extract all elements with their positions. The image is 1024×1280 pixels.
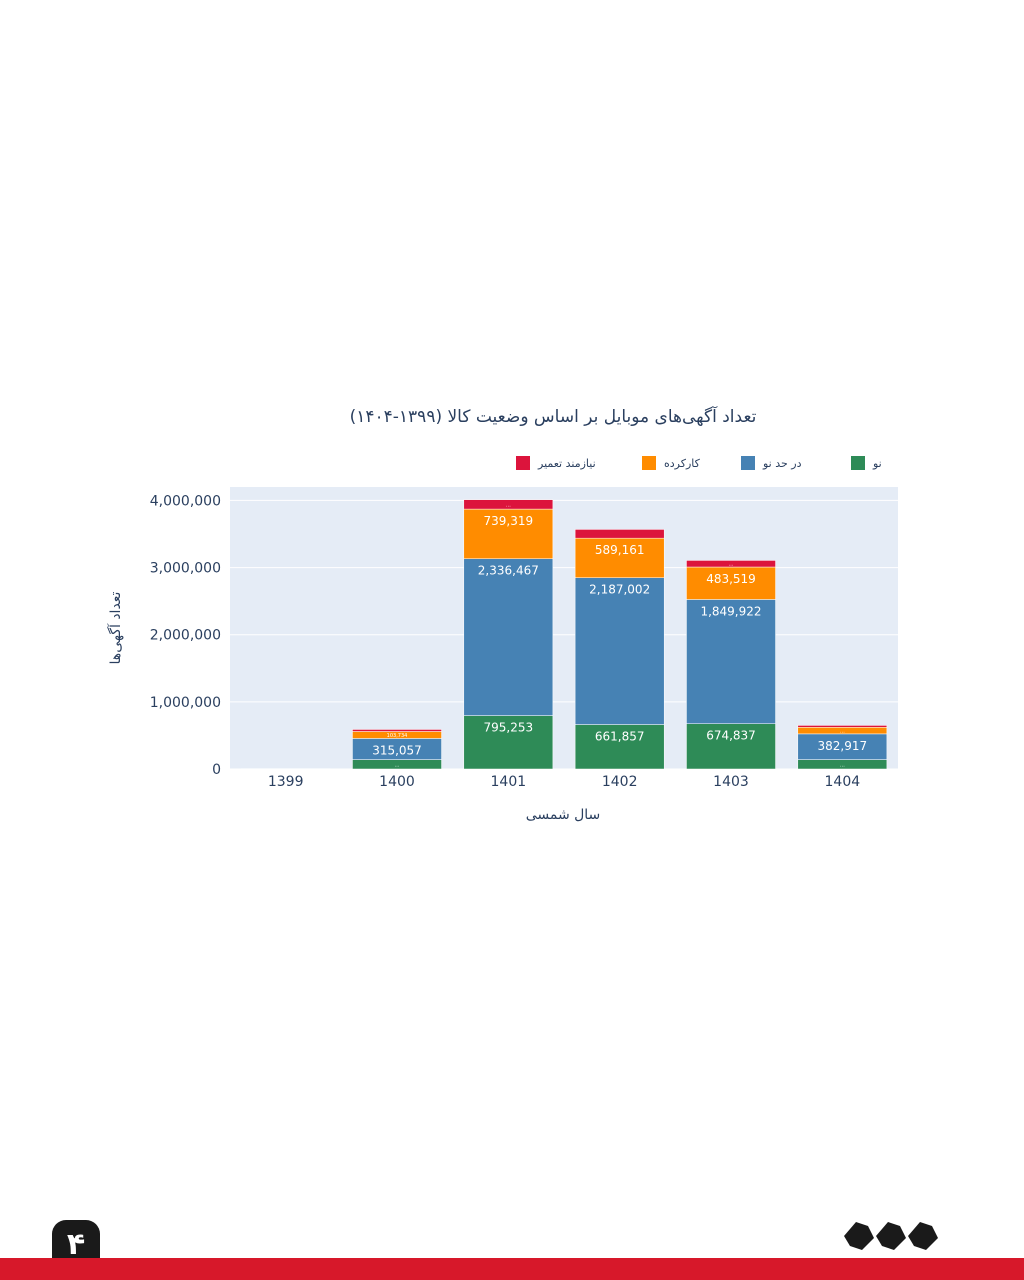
legend-label: در حد نو [762,457,802,470]
brand-logo-icon [844,1222,938,1250]
chart-title: تعداد آگهی‌های موبایل بر اساس وضعیت کالا… [350,405,757,427]
bar-value-label: 382,917 [818,739,868,753]
plot-area [230,487,898,769]
bar-value-label: 1,849,922 [700,604,761,618]
bar-value-label: 315,057 [372,743,422,757]
grid [230,499,898,770]
bar-value-label: … [840,729,845,735]
x-axis-label: سال شمسی [526,807,601,823]
bar-labels: … 315,057 103,734 795,253 2,336,467 739,319 … 6… [372,502,867,768]
chart: تعداد آگهی‌های موبایل بر اساس وضعیت کالا… [107,405,898,823]
x-tick-label: 1402 [602,774,638,790]
bar-value-label: … [729,562,734,568]
bar-value-label: 661,857 [595,730,645,744]
bar-value-label: … [395,762,400,768]
bar-1401-series-2 [463,508,554,559]
legend-swatch [741,456,755,470]
bar-value-label: 483,519 [706,572,756,586]
bar-1402-series-2 [574,537,665,578]
bar-value-label: 674,837 [706,729,756,743]
legend-label: نو [872,457,882,470]
bar-1402-series-3 [574,529,665,539]
bar-1401-series-0 [463,715,554,770]
bar-value-label: … [506,502,511,508]
x-tick-label: 1404 [825,774,861,790]
x-tick-label: 1400 [379,774,415,790]
bottom-accent-bar [0,1258,1024,1280]
legend-swatch [851,456,865,470]
bar-1402-series-0 [574,724,665,770]
page-number: ۴ [66,1227,86,1262]
y-axis-ticks: 0 1,000,000 2,000,000 3,000,000 4,000,000 [150,493,221,778]
bar-value-label: 795,253 [484,721,534,735]
legend-label: کارکرده [664,457,701,470]
y-tick-label: 2,000,000 [150,628,221,644]
bar-1403-series-2 [686,566,776,600]
bar-1401-series-1 [463,558,554,716]
bar-1404-series-3 [797,725,888,728]
y-tick-label: 4,000,000 [150,493,221,509]
x-tick-label: 1401 [491,774,527,790]
y-axis-label: تعداد آگهی‌ها [107,591,124,664]
bar-1402-series-1 [574,577,665,725]
legend-swatch [642,456,656,470]
x-axis-ticks: 1399 1400 1401 1402 1403 1404 [268,774,860,790]
x-tick-label: 1403 [713,774,749,790]
bar-value-label: 103,734 [387,733,408,739]
bar-value-label: … [840,762,845,768]
bar-value-label: 2,187,002 [589,583,650,597]
bar-value-label: 739,319 [484,514,534,528]
x-tick-label: 1399 [268,774,304,790]
legend: نو در حد نو کارکرده نیازمند تعمیر [516,456,882,470]
bar-1401-series-3 [463,499,554,510]
bar-value-label: 589,161 [595,543,645,557]
bar-value-label: 2,336,467 [478,564,539,578]
bars [240,499,888,770]
y-tick-label: 0 [212,762,221,778]
legend-swatch [516,456,530,470]
bar-1403-series-0 [686,723,776,770]
legend-label: نیازمند تعمیر [537,457,596,470]
bar-1403-series-3 [686,560,776,568]
y-tick-label: 3,000,000 [150,561,221,577]
bar-1404-series-1 [797,733,888,760]
bar-1400-series-3 [352,729,442,732]
y-tick-label: 1,000,000 [150,695,221,711]
